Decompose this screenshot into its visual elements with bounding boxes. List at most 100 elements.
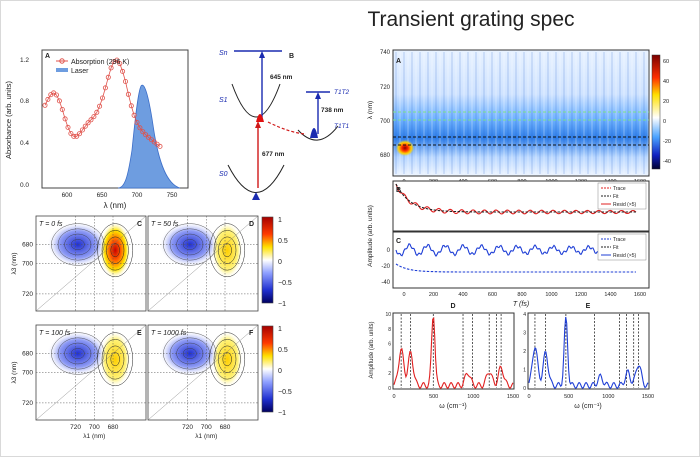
spec-ytick: 4 (388, 356, 391, 362)
right-colorbar: 60 40 20 0 -20 -40 (651, 54, 671, 170)
map-xtick: 720 (182, 424, 193, 431)
absorption-marker (68, 130, 74, 136)
right-xtick: 1000 (545, 292, 557, 298)
contour-line (213, 339, 241, 380)
legend-trace: Trace (613, 186, 626, 192)
map-xlabel: λ1 (nm) (195, 433, 217, 440)
map-2d-panel: T = 0 fs C 680 700 720 λ3 (nm) (11, 215, 147, 312)
right-xtick: 800 (517, 292, 526, 298)
map-ytick: 680 (22, 242, 33, 249)
map-2d-panel: T = 50 fs D (147, 215, 259, 312)
map-xtick: 700 (201, 424, 212, 431)
contour-line (101, 230, 129, 271)
stripe-texture (395, 52, 649, 174)
legend-resid: Resid (×5) (613, 253, 637, 259)
laser-legend-swatch (56, 68, 68, 72)
spectrum-e-curve (528, 316, 649, 390)
map-xtick: 720 (70, 424, 81, 431)
contour-line (97, 223, 134, 278)
right-b-legend-box (597, 182, 647, 210)
s1-well (231, 83, 281, 118)
contour-line (97, 332, 134, 387)
panel-a-xlabel: λ (nm) (104, 201, 127, 210)
absorption-marker (97, 103, 103, 109)
right-c-ytick: -40 (381, 280, 390, 286)
map-time-label: T = 100 fs (39, 330, 71, 337)
panel-a-xtick: 750 (167, 192, 178, 199)
contour-line (209, 332, 246, 387)
absorption-marker (102, 85, 108, 91)
spec-xtick: 1500 (507, 394, 519, 400)
fission-arrow (267, 121, 307, 135)
absorption-marker (117, 61, 123, 67)
absorption-marker (74, 133, 80, 139)
absorption-marker (111, 59, 117, 65)
absorption-marker (56, 98, 62, 104)
panel-a-letter: A (45, 53, 50, 60)
tt-population (310, 128, 318, 138)
absorption-marker (59, 107, 65, 113)
right-cbar-tick: 20 (663, 99, 669, 105)
right-c-xlabel: T (fs) (513, 301, 529, 308)
right-a-ytick: 680 (380, 153, 391, 159)
panel-2d-maps: T = 0 fs C 680 700 720 λ3 (nm) T = 50 fs D T = 1… (11, 215, 259, 440)
right-e-xlabel: ω (cm⁻¹) (574, 403, 601, 410)
contour-line (213, 230, 241, 271)
negative-peak (159, 221, 221, 268)
label-t1t2: T1T2 (334, 89, 350, 96)
map-xtick: 680 (108, 424, 119, 431)
legend-resid: Resid (×5) (613, 202, 637, 208)
absorption-marker (145, 134, 151, 140)
diagonal-line (35, 215, 147, 312)
cbar-tick: −0.5 (278, 389, 292, 396)
label-s0: S0 (219, 171, 228, 178)
spec-ytick: 1 (523, 368, 526, 374)
label-s1: S1 (219, 97, 228, 104)
absorption-curve (42, 57, 163, 149)
panel-b-letter: B (289, 53, 294, 60)
map-letter: F (249, 330, 254, 337)
label-t1t1: T1T1 (334, 123, 350, 130)
absorption-marker (134, 120, 140, 126)
spec-xtick: 1500 (642, 394, 654, 400)
spec-ytick: 2 (523, 349, 526, 355)
absorption-marker (62, 116, 68, 122)
absorption-marker (120, 68, 126, 74)
right-panel-c-trace: C Trace Fit Resid (×5) 0 -20 -40 0 200 400… (367, 205, 650, 308)
right-panel-e-spectrum: E ω (cm⁻¹) 0 500 1000 1500 0 1 2 3 4 (523, 303, 654, 410)
colorbar-bottom: 1 0.5 0 −0.5 −1 (261, 325, 292, 417)
map-ytick: 720 (22, 400, 33, 407)
trace-c-curve (395, 243, 637, 257)
label-677: 677 nm (262, 151, 285, 158)
cbar-tick: 1 (278, 326, 282, 333)
panel-a-ytick: 0.4 (20, 140, 29, 147)
absorption-line (44, 59, 161, 147)
panel-a-ytick: 1.2 (20, 57, 29, 64)
right-xtick: 200 (429, 292, 438, 298)
right-cbar-tick: -40 (663, 159, 671, 165)
map-ytick: 680 (22, 351, 33, 358)
panel-a-xtick: 700 (132, 192, 143, 199)
label-738: 738 nm (321, 107, 344, 114)
absorption-marker (108, 65, 114, 71)
cbar-tick: 0 (278, 368, 282, 375)
right-cbar-tick: -20 (663, 139, 671, 145)
absorption-marker (65, 124, 71, 130)
absorption-marker (128, 103, 134, 109)
cbar-tick: 0 (278, 259, 282, 266)
right-bc-ylabel: Amplitude (arb. units) (367, 205, 374, 267)
right-a-ytick: 700 (380, 119, 391, 125)
cbar-tick: 0.5 (278, 347, 288, 354)
right-e-letter: E (586, 303, 591, 310)
absorption-marker (91, 114, 97, 120)
negative-peak (47, 221, 109, 268)
absorption-marker (42, 102, 48, 108)
absorption-marker (143, 132, 149, 138)
right-panel-d-spectrum: D ω (cm⁻¹) Amplitude (arb. units) 0 500 10… (369, 303, 519, 410)
map-time-label: T = 0 fs (39, 221, 63, 228)
right-d-ylabel: Amplitude (arb. units) (369, 321, 375, 378)
diagonal-line (147, 324, 259, 421)
absorption-marker (88, 117, 94, 123)
s0-population (252, 192, 260, 200)
absorption-marker (137, 125, 143, 131)
